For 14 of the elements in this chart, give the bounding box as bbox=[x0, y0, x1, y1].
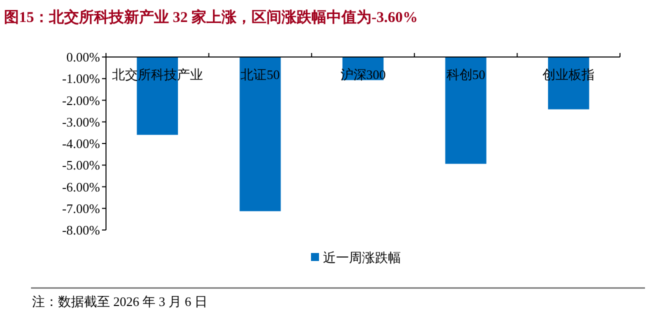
y-tick-label: -5.00% bbox=[62, 158, 100, 173]
legend-label: 近一周涨跌幅 bbox=[323, 250, 401, 265]
y-tick-label: -3.00% bbox=[62, 114, 100, 130]
y-tick-label: -7.00% bbox=[62, 200, 100, 216]
y-tick-label: 0.00% bbox=[66, 50, 100, 64]
y-tick-label: -2.00% bbox=[62, 92, 100, 108]
y-tick-label: -6.00% bbox=[62, 179, 100, 194]
y-tick-label: -4.00% bbox=[62, 136, 100, 151]
x-tick-label: 科创50 bbox=[446, 67, 486, 82]
y-tick-label: -1.00% bbox=[62, 71, 100, 86]
text: 注：数据截至 2026 年 3 月 6 日 bbox=[32, 294, 208, 309]
x-tick-label: 北证50 bbox=[240, 67, 280, 82]
chart-title: 图15：北交所科技新产业 32 家上涨，区间涨跌幅中值为-3.60% bbox=[4, 8, 418, 26]
y-tick-label: -8.00% bbox=[62, 222, 100, 238]
